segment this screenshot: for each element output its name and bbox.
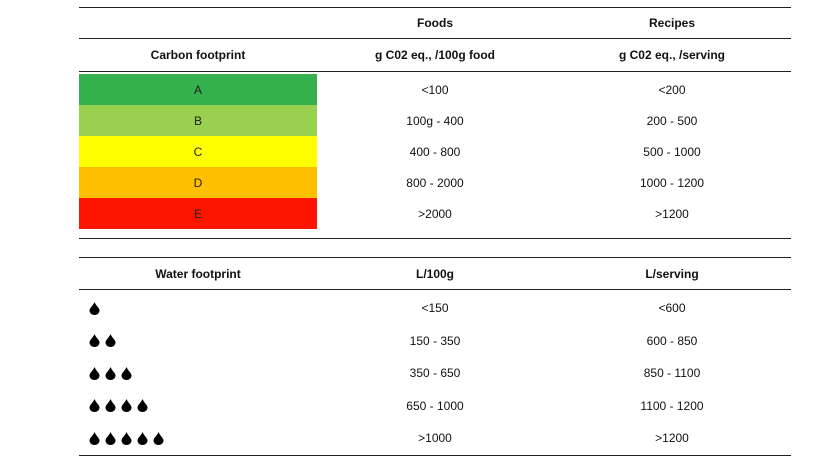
carbon-row: D 800 - 2000 1000 - 1200 (79, 167, 791, 198)
carbon-row: C 400 - 800 500 - 1000 (79, 136, 791, 167)
water-drop-icon (121, 431, 132, 445)
carbon-top-header-row: Foods Recipes (79, 8, 791, 38)
carbon-grade-cell: D (79, 167, 317, 198)
per100g-header: L/100g (415, 266, 454, 281)
recipes-value: >1200 (655, 206, 689, 221)
per100g-value: <150 (421, 301, 449, 316)
water-drop-icon (105, 431, 116, 445)
carbon-grade-cell: C (79, 136, 317, 167)
water-drop-icon (137, 399, 148, 413)
water-drops-cell (79, 292, 317, 325)
per-serving-value: 600 - 850 (646, 333, 698, 348)
per100g-value: >1000 (418, 431, 452, 446)
per100g-value: 650 - 1000 (406, 398, 464, 413)
water-drops-cell (79, 422, 317, 455)
foods-value: 800 - 2000 (406, 175, 464, 190)
carbon-grade-cell: E (79, 198, 317, 229)
carbon-row: A <100 <200 (79, 74, 791, 105)
water-drop-icon (89, 431, 100, 445)
water-drops-cell (79, 357, 317, 390)
water-drop-icon (137, 431, 148, 445)
water-row: 350 - 650 850 - 1100 (79, 357, 791, 390)
water-bottom-rule (79, 454, 791, 456)
carbon-footprint-header: Carbon footprint (150, 48, 246, 62)
carbon-rows: A <100 <200 B 100g - 400 200 - 500 C 400 - 800 5… (79, 72, 791, 229)
foods-value: 100g - 400 (406, 113, 464, 128)
carbon-header-row: Carbon footprint g C02 eq., /100g food g… (79, 39, 791, 71)
recipes-value: <200 (658, 82, 686, 97)
carbon-grade-cell: A (79, 74, 317, 105)
per-serving-header: L/serving (645, 266, 699, 281)
water-rows: <150 <600 150 - 350 600 - 850 350 - 650 850 -… (79, 290, 791, 455)
carbon-grade-cell: B (79, 105, 317, 136)
carbon-top-header-col1 (79, 8, 317, 38)
water-header-row: Water footprint L/100g L/serving (79, 258, 791, 289)
water-drop-icon (89, 334, 100, 348)
water-drop-icon (153, 431, 164, 445)
water-drops-cell (79, 325, 317, 358)
water-footprint-table: Water footprint L/100g L/serving <150 <60… (79, 257, 791, 456)
header-bottom-rule (79, 71, 791, 72)
per-serving-value: >1200 (655, 431, 689, 446)
water-drop-icon (89, 366, 100, 380)
water-header-rule (79, 289, 791, 290)
carbon-bottom-rule (79, 238, 791, 239)
per100g-value: 350 - 650 (409, 366, 461, 381)
water-drops-cell (79, 390, 317, 423)
table-top-rule (79, 7, 791, 8)
water-row: 650 - 1000 1100 - 1200 (79, 390, 791, 423)
recipes-header: Recipes (648, 16, 696, 30)
per-serving-value: 1100 - 1200 (640, 398, 704, 413)
carbon-row: E >2000 >1200 (79, 198, 791, 229)
per100g-value: 150 - 350 (409, 333, 461, 348)
foods-value: >2000 (418, 206, 452, 221)
water-row: >1000 >1200 (79, 422, 791, 455)
water-drop-icon (105, 334, 116, 348)
water-drop-icon (121, 366, 132, 380)
header-rule (79, 38, 791, 39)
water-row: 150 - 350 600 - 850 (79, 325, 791, 358)
water-row: <150 <600 (79, 292, 791, 325)
water-drop-icon (105, 366, 116, 380)
foods-value: <100 (421, 82, 449, 97)
per-serving-value: 850 - 1100 (643, 366, 701, 381)
foods-unit-header: g C02 eq., /100g food (374, 48, 496, 62)
per-serving-value: <600 (658, 301, 686, 316)
water-drop-icon (105, 399, 116, 413)
foods-header: Foods (417, 16, 453, 30)
water-footprint-header: Water footprint (155, 266, 241, 281)
recipes-value: 200 - 500 (646, 113, 698, 128)
foods-value: 400 - 800 (409, 144, 461, 159)
carbon-row: B 100g - 400 200 - 500 (79, 105, 791, 136)
recipes-unit-header: g C02 eq., /serving (618, 48, 726, 62)
water-drop-icon (89, 301, 100, 315)
recipes-value: 500 - 1000 (643, 144, 701, 159)
water-drop-icon (121, 399, 132, 413)
water-top-rule (79, 257, 791, 258)
recipes-value: 1000 - 1200 (639, 175, 705, 190)
water-drop-icon (89, 399, 100, 413)
carbon-footprint-table: Foods Recipes Carbon footprint g C02 eq.… (79, 7, 791, 239)
